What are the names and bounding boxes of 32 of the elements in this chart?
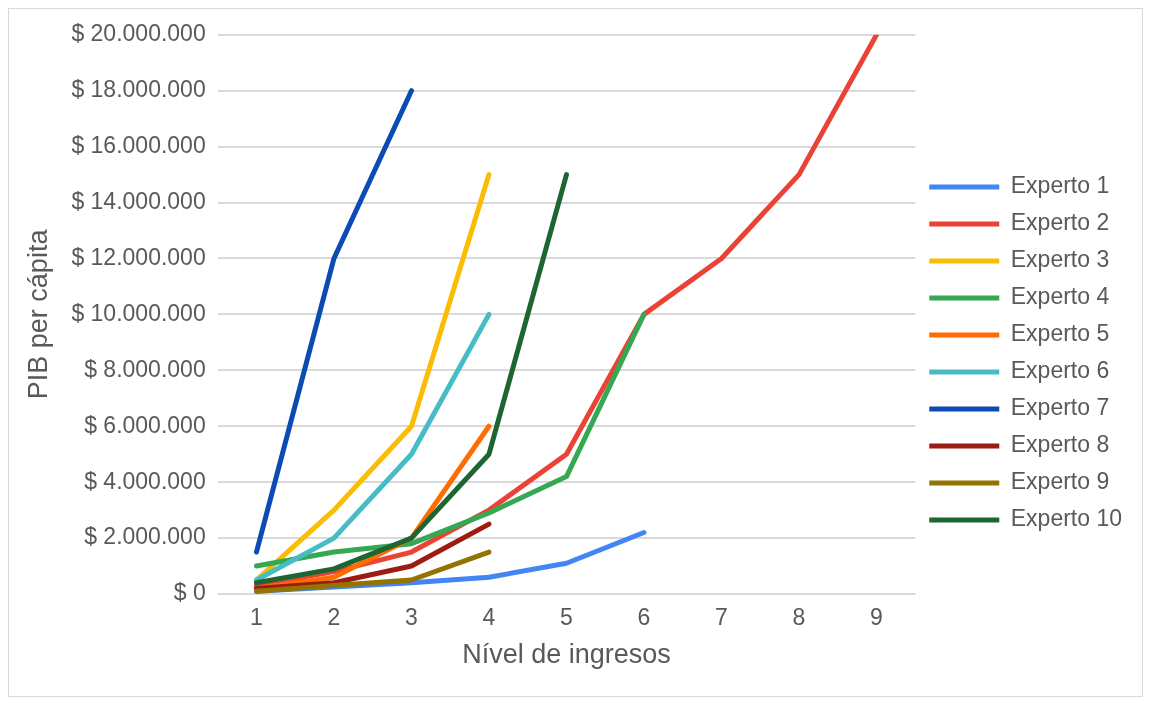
x-tick-label: 1 bbox=[250, 604, 263, 631]
legend-label: Experto 2 bbox=[1010, 209, 1110, 236]
legend-label: Experto 9 bbox=[1010, 468, 1110, 495]
y-tick-label: $ 8.000.000 bbox=[84, 355, 206, 382]
legend-label: Experto 4 bbox=[1010, 283, 1110, 310]
legend-label: Experto 6 bbox=[1010, 357, 1110, 384]
y-axis-title: PIB per cápita bbox=[22, 228, 53, 400]
legend-label: Experto 3 bbox=[1010, 246, 1110, 273]
x-tick-label: 3 bbox=[405, 604, 418, 631]
y-tick-label: $ 10.000.000 bbox=[71, 299, 206, 326]
x-tick-label: 6 bbox=[637, 604, 651, 631]
x-axis-title: Nível de ingresos bbox=[462, 639, 671, 670]
x-tick-label: 7 bbox=[715, 604, 728, 631]
y-tick-label: $ 6.000.000 bbox=[84, 411, 206, 438]
x-tick-label: 8 bbox=[792, 604, 806, 631]
legend-label: Experto 1 bbox=[1010, 172, 1110, 199]
x-tick-label: 2 bbox=[327, 604, 341, 631]
legend-label: Experto 10 bbox=[1010, 505, 1123, 532]
x-tick-label: 4 bbox=[482, 604, 496, 631]
y-tick-label: $ 16.000.000 bbox=[71, 131, 206, 158]
x-tick-label: 5 bbox=[560, 604, 573, 631]
y-tick-label: $ 4.000.000 bbox=[84, 467, 206, 494]
y-tick-label: $ 0 bbox=[173, 579, 206, 606]
y-tick-label: $ 14.000.000 bbox=[71, 187, 206, 214]
y-tick-label: $ 18.000.000 bbox=[71, 76, 206, 103]
y-tick-label: $ 12.000.000 bbox=[71, 243, 206, 270]
legend-label: Experto 5 bbox=[1010, 320, 1110, 347]
y-tick-label: $ 2.000.000 bbox=[84, 523, 206, 550]
legend-label: Experto 8 bbox=[1010, 431, 1110, 458]
legend-label: Experto 7 bbox=[1010, 394, 1110, 421]
y-tick-label: $ 20.000.000 bbox=[71, 20, 206, 47]
x-tick-label: 9 bbox=[870, 604, 883, 631]
